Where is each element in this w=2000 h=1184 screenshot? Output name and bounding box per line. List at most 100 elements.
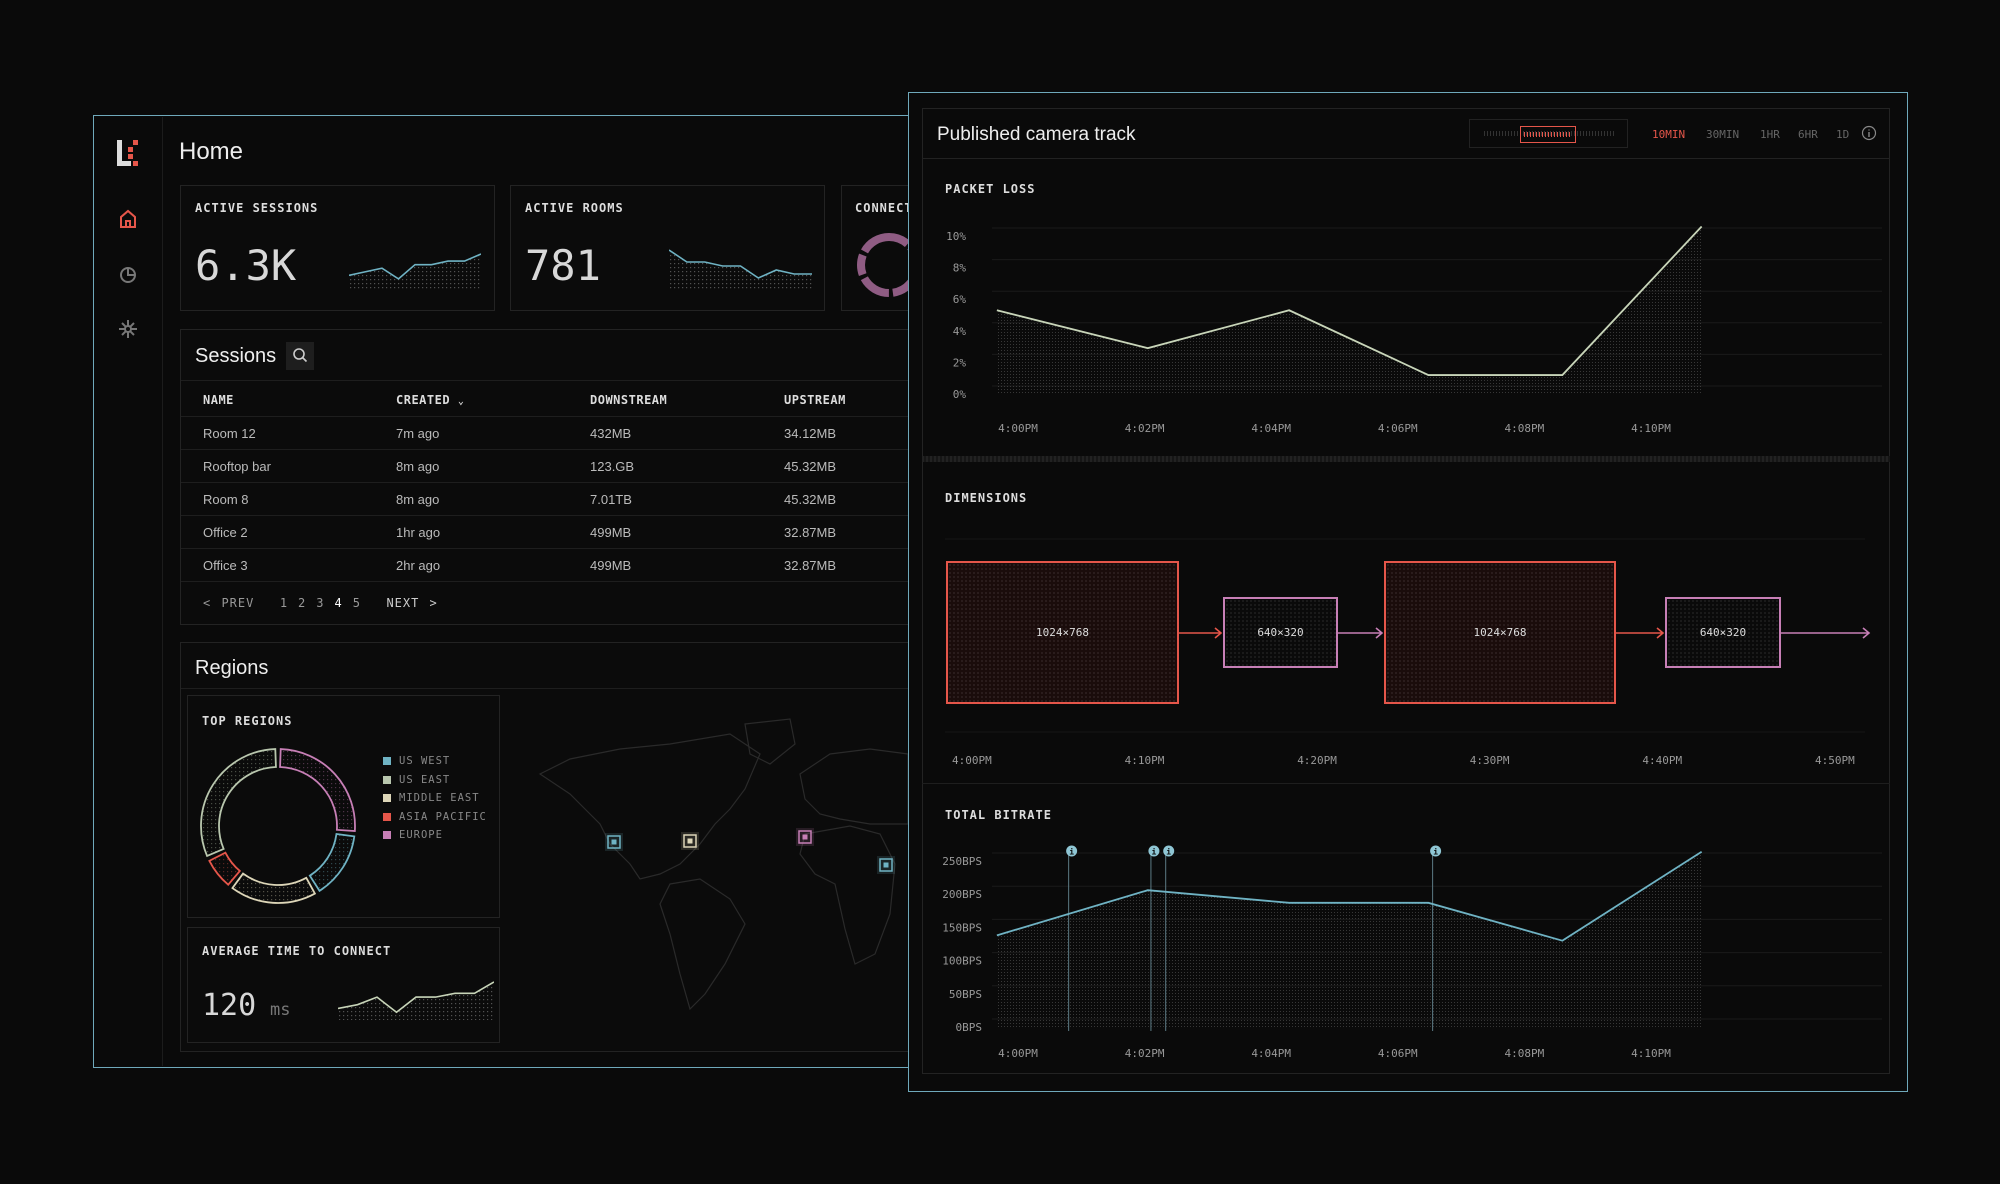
range-6hr[interactable]: 6HR xyxy=(1798,128,1818,141)
page-4[interactable]: 4 xyxy=(334,596,343,610)
legend-swatch xyxy=(383,812,391,821)
south-america xyxy=(659,878,746,1011)
y-tick-label: 8% xyxy=(953,262,967,275)
prev-button[interactable]: < PREV xyxy=(203,596,255,610)
card-value: 781 xyxy=(525,241,601,290)
donut-slice-us-east[interactable] xyxy=(200,748,277,858)
dimension-segment[interactable]: 1024×768 xyxy=(946,561,1179,704)
y-tick-label: 10% xyxy=(946,230,966,243)
y-tick-label: 50BPS xyxy=(949,988,982,1001)
table-cell: 45.32MB xyxy=(784,492,837,507)
legend-item: ASIA PACIFIC xyxy=(383,811,487,823)
dimensions-grid xyxy=(945,538,1865,733)
x-tick-label: 4:00PM xyxy=(952,754,992,767)
legend-item: US WEST xyxy=(383,755,450,767)
packet-loss-title: PACKET LOSS xyxy=(945,182,1036,196)
settings-icon[interactable] xyxy=(118,319,138,339)
dimension-segment[interactable]: 640×320 xyxy=(1665,597,1781,668)
page-title: Home xyxy=(179,138,244,165)
page-1[interactable]: 1 xyxy=(279,596,289,610)
top-regions-title: TOP REGIONS xyxy=(202,714,293,728)
range-scrubber[interactable] xyxy=(1469,119,1628,148)
donut-slice-asia-pacific[interactable] xyxy=(208,851,242,886)
sparkline-line xyxy=(338,981,494,1014)
connections-donut xyxy=(857,233,908,297)
col-upstream[interactable]: UPSTREAM xyxy=(784,393,846,407)
avg-connect-card: AVERAGE TIME TO CONNECT 120 ms xyxy=(187,927,500,1043)
table-cell: 32.87MB xyxy=(784,525,837,540)
range-30min[interactable]: 30MIN xyxy=(1706,128,1740,141)
table-row[interactable]: Office 2 1hr ago 499MB 32.87MB xyxy=(181,515,908,548)
legend-label: US EAST xyxy=(399,773,451,786)
dimension-segment[interactable]: 640×320 xyxy=(1223,597,1338,668)
page-5[interactable]: 5 xyxy=(352,596,361,610)
clock-icon[interactable] xyxy=(118,264,138,284)
logo xyxy=(117,140,138,166)
region-marker[interactable] xyxy=(681,832,699,850)
track-title: Published camera track xyxy=(937,124,1136,145)
annotation-marker[interactable]: i xyxy=(1430,845,1442,1032)
donut-slice-europe[interactable] xyxy=(279,748,356,832)
region-marker[interactable] xyxy=(796,828,814,846)
series-line xyxy=(996,225,1703,376)
svg-text:i: i xyxy=(1152,847,1157,857)
sparkline-area xyxy=(338,982,494,1020)
arrow-icon xyxy=(1781,627,1871,639)
page-3[interactable]: 3 xyxy=(316,596,325,610)
avg-connect-title: AVERAGE TIME TO CONNECT xyxy=(202,944,392,958)
dimension-segment[interactable]: 1024×768 xyxy=(1384,561,1616,704)
page-2[interactable]: 2 xyxy=(298,596,307,610)
home-icon[interactable] xyxy=(118,209,138,229)
legend-label: MIDDLE EAST xyxy=(399,792,480,804)
table-row[interactable]: Rooftop bar 8m ago 123.GB 45.32MB xyxy=(181,449,908,482)
col-created[interactable]: CREATED ⌄ xyxy=(396,393,464,407)
table-cell: 123.GB xyxy=(590,459,635,474)
range-1hr[interactable]: 1HR xyxy=(1760,128,1780,141)
col-created-label: CREATED xyxy=(396,393,451,407)
table-cell: 34.12MB xyxy=(784,426,837,441)
col-name[interactable]: NAME xyxy=(203,393,234,407)
table-row[interactable]: Office 3 2hr ago 499MB 32.87MB xyxy=(181,548,908,581)
range-10min[interactable]: 10MIN xyxy=(1652,128,1686,141)
col-downstream[interactable]: DOWNSTREAM xyxy=(590,393,668,407)
legend-swatch xyxy=(383,831,391,839)
y-tick-label: 100BPS xyxy=(942,955,982,968)
table-row[interactable]: Room 12 7m ago 432MB 34.12MB xyxy=(181,416,908,449)
region-marker[interactable] xyxy=(877,856,895,874)
sessions-sparkline xyxy=(349,253,481,290)
x-tick-label: 4:08PM xyxy=(1505,1047,1545,1060)
table-cell: Office 3 xyxy=(203,558,248,573)
card-active-rooms: ACTIVE ROOMS 781 xyxy=(510,185,825,311)
sessions-panel: Sessions NAME CREATED ⌄ DOWNSTREAM UPSTR… xyxy=(180,329,908,625)
region-marker[interactable] xyxy=(605,833,623,851)
area-fill xyxy=(996,851,1702,1027)
world-map[interactable] xyxy=(530,714,908,1024)
next-button[interactable]: NEXT > xyxy=(386,596,438,610)
annotation-marker[interactable]: i xyxy=(1163,845,1175,1032)
arrow-icon xyxy=(1338,627,1384,639)
donut-slice-middle-east[interactable] xyxy=(231,872,317,904)
packet-loss-chart: 10% 8% 6% 4% 2% 0% 4:00PM 4:02PM 4:04PM 4:06PM 4:0… xyxy=(946,225,1882,435)
table-row[interactable]: Room 8 8m ago 7.01TB 45.32MB xyxy=(181,482,908,515)
donut-slice-us-west[interactable] xyxy=(308,832,356,893)
rooms-sparkline xyxy=(669,249,812,290)
x-tick-label: 4:00PM xyxy=(998,422,1038,435)
svg-text:i: i xyxy=(1166,847,1171,857)
info-icon[interactable] xyxy=(1861,125,1877,141)
range-1d[interactable]: 1D xyxy=(1836,128,1850,141)
north-america xyxy=(538,733,761,880)
regions-donut xyxy=(200,748,356,904)
table-cell: 432MB xyxy=(590,426,632,441)
y-tick-label: 6% xyxy=(953,293,967,306)
legend-label: ASIA PACIFIC xyxy=(399,810,487,823)
legend-swatch xyxy=(383,757,391,765)
y-tick-label: 2% xyxy=(953,356,967,369)
x-tick-label: 4:10PM xyxy=(1124,754,1165,767)
annotation-marker[interactable]: i xyxy=(1066,845,1078,1032)
legend-swatch xyxy=(383,794,391,802)
search-button[interactable] xyxy=(286,342,314,370)
annotation-marker[interactable]: i xyxy=(1148,845,1160,1032)
x-tick-label: 4:30PM xyxy=(1469,754,1510,767)
range-handle[interactable] xyxy=(1520,126,1576,143)
